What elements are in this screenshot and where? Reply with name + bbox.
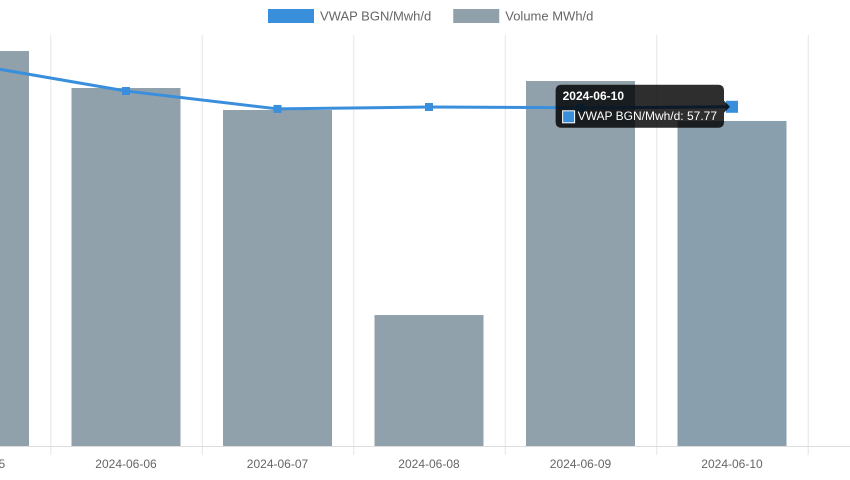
legend-label: VWAP BGN/Mwh/d bbox=[320, 8, 431, 23]
tooltip-text: VWAP BGN/Mwh/d: 57.77 bbox=[578, 109, 718, 123]
x-tick-label: 2024-06-07 bbox=[247, 457, 309, 471]
bar bbox=[0, 51, 29, 447]
legend-swatch bbox=[268, 9, 314, 23]
legend-label: Volume MWh/d bbox=[505, 8, 593, 23]
legend-swatch bbox=[453, 9, 500, 23]
x-tick-label: 2024-06-05 bbox=[0, 457, 6, 471]
x-tick-label: 2024-06-06 bbox=[95, 457, 157, 471]
tooltip: 2024-06-10 VWAP BGN/Mwh/d: 57.77 bbox=[555, 84, 730, 128]
tooltip-swatch bbox=[562, 110, 576, 124]
x-tick-label: 2024-06-10 bbox=[701, 457, 763, 471]
tooltip-title: 2024-06-10 bbox=[563, 89, 625, 103]
bar bbox=[677, 120, 787, 446]
x-tick-label: 2024-06-09 bbox=[550, 457, 612, 471]
point bbox=[726, 100, 738, 113]
bar bbox=[71, 88, 181, 447]
point bbox=[273, 104, 282, 113]
bar bbox=[223, 110, 332, 446]
point bbox=[425, 102, 433, 111]
bar bbox=[526, 81, 635, 447]
tooltip-box bbox=[555, 84, 730, 128]
bar bbox=[374, 315, 484, 446]
point bbox=[122, 87, 130, 96]
x-tick-label: 2024-06-08 bbox=[398, 457, 460, 471]
